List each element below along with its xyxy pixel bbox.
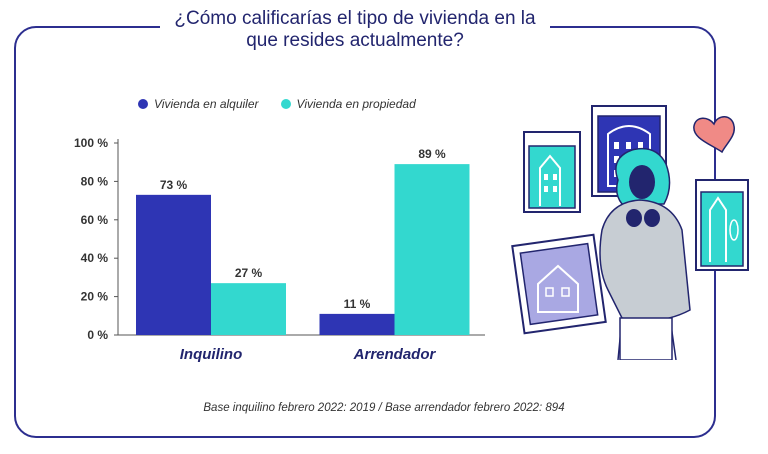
data-label: 11 % [344,297,371,311]
category-label: Inquilino [180,346,242,363]
bar [319,313,395,335]
picture-frame-bottom-icon [511,233,607,335]
data-label: 73 % [160,178,188,192]
legend-label-propiedad: Vivienda en propiedad [296,97,416,111]
data-label: 89 % [418,147,446,161]
y-tick-label: 100 % [74,136,108,150]
legend-label-alquiler: Vivienda en alquiler [154,97,259,111]
data-label: 27 % [235,266,263,280]
bar [394,164,470,335]
bar [136,194,211,335]
chart-title: ¿Cómo calificarías el tipo de vivienda e… [174,8,536,51]
title-container: ¿Cómo calificarías el tipo de vivienda e… [160,8,550,52]
legend-swatch-alquiler [138,99,148,109]
y-tick-label: 80 % [81,174,109,188]
y-tick-label: 40 % [81,251,109,265]
legend-item-propiedad: Vivienda en propiedad [280,97,416,111]
bar [211,283,286,335]
legend-swatch-propiedad [280,99,291,109]
picture-frame-right-icon [695,179,749,271]
picture-frame-left-icon [523,131,581,213]
y-tick-label: 0 % [87,328,108,342]
category-label: Arrendador [353,346,437,363]
y-tick-label: 60 % [81,213,109,227]
legend: Vivienda en alquiler Vivienda en propied… [138,97,430,111]
illustration [511,105,749,360]
heart-icon [693,116,735,154]
person-illustration-icon [599,147,691,360]
legend-item-alquiler: Vivienda en alquiler [138,97,259,111]
footnote: Base inquilino febrero 2022: 2019 / Base… [203,402,565,414]
y-tick-label: 20 % [81,290,109,304]
